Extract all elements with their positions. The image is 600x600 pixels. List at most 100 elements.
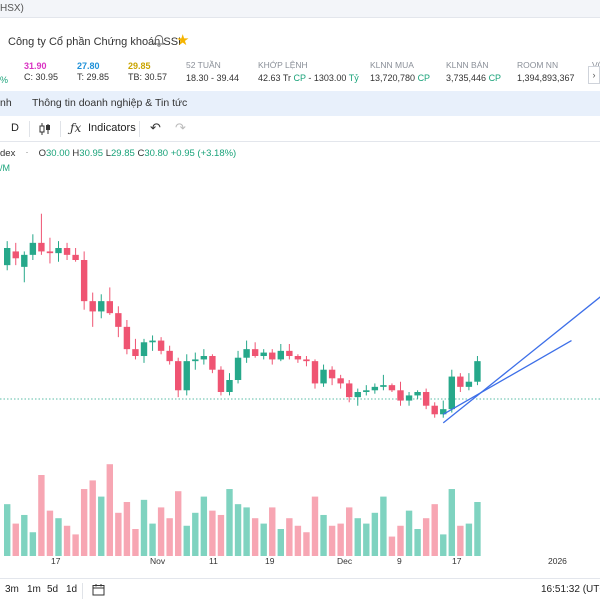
volume-bar (448, 489, 455, 556)
candle-down (303, 359, 310, 362)
volume-bar (157, 507, 165, 556)
match-block: KHỚP LỆNH 42.63 Tr CP - 1303.00 Tỷ (258, 60, 359, 83)
range-5d[interactable]: 5d (47, 584, 59, 595)
volume-bar (337, 523, 344, 556)
volume-bar (209, 510, 216, 556)
volume-bar (328, 525, 336, 556)
volume-bar (175, 491, 182, 556)
candle-up (405, 395, 413, 401)
candle-up (29, 242, 37, 255)
sell-value-line: 3,735,446 CP (446, 73, 501, 83)
volume-bar (388, 536, 396, 556)
bell-icon[interactable] (152, 34, 166, 48)
candle-up (140, 342, 148, 356)
toolbar-divider (139, 121, 140, 137)
volume-bar (98, 496, 105, 556)
volume-bar (251, 518, 259, 556)
volume-bar (63, 525, 71, 556)
candle-type-icon[interactable] (38, 122, 52, 136)
toolbar-divider (29, 121, 30, 137)
interval-button[interactable]: D (11, 122, 19, 134)
open-value: 30.00 (46, 148, 70, 159)
floor-block: 27.80 T: 29.85 (77, 61, 109, 82)
time-tick: Nov (150, 556, 166, 566)
candle-down (346, 383, 353, 398)
bottom-bar: 3m 1m 5d 1d 16:51:32 (UTC (0, 578, 600, 600)
time-tick: 17 (51, 556, 61, 566)
volume-bar (4, 504, 11, 556)
time-tick: 19 (265, 556, 275, 566)
fx-icon[interactable]: ƒx (70, 121, 82, 135)
candle-up (21, 254, 28, 267)
volume-bar (217, 514, 225, 556)
sell-unit: CP (488, 73, 502, 83)
volume-bar (243, 507, 250, 556)
room-block: ROOM NN 1,394,893,367 (517, 60, 575, 83)
volume-bar (371, 512, 379, 556)
candle-down (123, 326, 131, 350)
trendlines[interactable] (442, 286, 600, 424)
volume-bar (234, 504, 242, 556)
time-tick: 9 (397, 556, 402, 566)
volume-bar (149, 523, 156, 556)
volume-bar (277, 529, 284, 556)
range-3m[interactable]: 3m (5, 584, 19, 595)
time-tick: 17 (452, 556, 462, 566)
undo-icon[interactable]: ↶ (150, 120, 161, 135)
volume-bar (140, 499, 148, 556)
candles (4, 213, 481, 418)
candle-down (209, 356, 216, 370)
room-value: 1,394,893,367 (517, 73, 575, 83)
indicators-button[interactable]: Indicators (88, 122, 136, 134)
volume-bar (89, 480, 96, 556)
w52-label: 52 TUẦN (186, 60, 221, 70)
time-tick: Dec (337, 556, 353, 566)
candle-down (157, 340, 165, 351)
volume-bar (200, 496, 208, 556)
candle-down (166, 350, 173, 362)
candle-down (269, 352, 276, 360)
candle-up (4, 248, 11, 266)
avg-price: TB: 30.57 (128, 72, 168, 82)
range-1d[interactable]: 1d (66, 584, 78, 595)
match-unit-cp: CP (293, 73, 306, 83)
volume-bar (72, 534, 79, 556)
price-chart[interactable] (0, 170, 600, 556)
volume-bar (474, 502, 481, 556)
candle-up (98, 301, 105, 312)
match-value: 42.63 Tr CP - 1303.00 Tỷ (258, 73, 359, 83)
scroll-right-button[interactable]: › (588, 66, 600, 84)
volume-bar (286, 518, 293, 556)
volume-bar (183, 525, 190, 556)
symbol-name: dex (0, 148, 16, 159)
candle-down (132, 349, 139, 356)
trendline[interactable] (442, 340, 572, 415)
candle-down (38, 242, 45, 252)
candle-up (277, 350, 284, 360)
trendline[interactable] (442, 286, 600, 424)
goto-date-icon[interactable] (92, 583, 105, 596)
close-label: C (137, 148, 145, 159)
volume-bar (38, 475, 45, 556)
candle-up (440, 409, 447, 415)
buy-value: 13,720,780 (370, 73, 416, 83)
sell-value: 3,735,446 (446, 73, 487, 83)
cut-label: VỐ (592, 60, 600, 70)
buy-unit: CP (417, 73, 431, 83)
ceiling-price: 31.90 (24, 61, 47, 71)
ohlc-legend: dex ⋅ O30.00 H30.95 L29.85 C30.80 +0.95 … (0, 148, 236, 159)
volume-bar (166, 518, 173, 556)
tab-chart[interactable]: nh (0, 97, 12, 109)
redo-icon[interactable]: ↷ (175, 120, 186, 135)
match-unit-ty: Tỷ (348, 73, 359, 83)
high-label: H (72, 148, 80, 159)
candle-down (89, 301, 96, 312)
volume-bar (106, 464, 113, 556)
volume-bar (29, 532, 37, 556)
candle-up (320, 369, 327, 384)
star-icon[interactable]: ★ (176, 32, 190, 49)
candle-up (226, 380, 233, 392)
range-1m[interactable]: 1m (27, 584, 41, 595)
candle-down (457, 376, 464, 387)
tab-company-news[interactable]: Thông tin doanh nghiệp & Tin tức (32, 97, 188, 109)
